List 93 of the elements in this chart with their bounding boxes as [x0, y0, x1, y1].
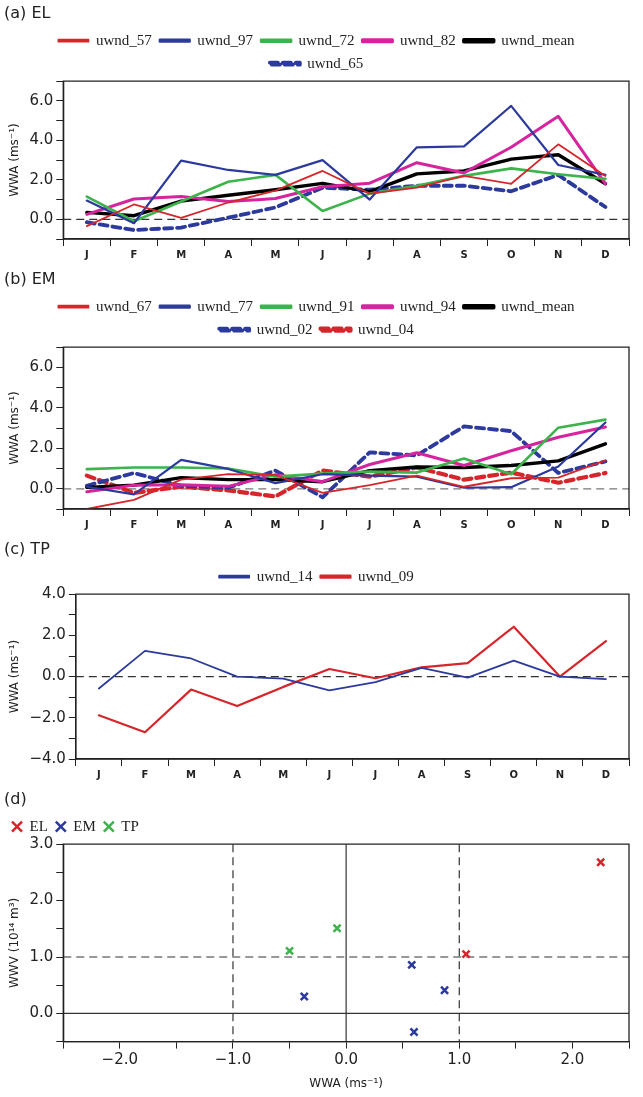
x-tick-label: D: [601, 248, 610, 260]
point: [284, 946, 295, 956]
x-tick-label: 1.0: [447, 1050, 472, 1069]
legend-label: uwnd_65: [307, 54, 364, 71]
y-tick-label: 4.0: [41, 584, 66, 603]
x-tick-label: J: [372, 768, 378, 780]
y-tick-label: 2.0: [29, 438, 54, 457]
y-tick-label: 0.0: [29, 209, 54, 228]
x-tick-label: J: [366, 248, 372, 260]
legend-label: uwnd_04: [358, 320, 415, 337]
legend-label: uwnd_82: [399, 31, 456, 48]
x-tick-label: A: [412, 518, 421, 530]
legend-label: uwnd_97: [197, 31, 254, 48]
y-tick-label: 0.0: [29, 1003, 54, 1022]
x-tick-label: J: [83, 518, 89, 530]
x-tick-label: M: [278, 768, 289, 780]
y-tick-label: −4.0: [29, 748, 66, 767]
chart-title: (c) TP: [4, 538, 51, 558]
y-tick-label: 6.0: [29, 357, 54, 376]
x-tick-label: F: [130, 248, 138, 260]
x-tick-label: J: [96, 768, 101, 780]
x-tick-label: D: [601, 768, 611, 780]
legend-label: uwnd_14: [256, 567, 313, 584]
y-tick-label: 2.0: [29, 169, 54, 188]
x-tick-label: S: [464, 768, 472, 780]
x-tick-label: J: [319, 518, 325, 530]
y-tick-label: −2.0: [29, 707, 66, 726]
point: [299, 991, 310, 1002]
point: [461, 949, 471, 959]
x-tick-label: M: [270, 518, 281, 530]
x-tick-label: −1.0: [214, 1050, 252, 1069]
x-tick-label: F: [130, 518, 138, 530]
y-tick-label: 2.0: [41, 625, 66, 644]
x-tick-label: A: [224, 518, 233, 530]
chart-title: (b) EM: [4, 268, 56, 288]
legend-label: uwnd_02: [256, 320, 313, 337]
x-tick-label: J: [319, 248, 325, 260]
x-tick-label: O: [506, 248, 516, 260]
y-tick-label: 0.0: [29, 478, 54, 497]
x-tick-label: J: [366, 518, 372, 530]
chart-title: (a) EL: [4, 2, 51, 22]
x-tick-label: S: [460, 518, 468, 530]
y-axis-title: WWA (ms⁻¹): [7, 391, 22, 465]
x-tick-label: O: [506, 518, 516, 530]
legend-label: uwnd_09: [358, 567, 414, 584]
y-tick-label: 0.0: [41, 666, 66, 685]
y-tick-label: 6.0: [29, 90, 54, 109]
legend-label: EM: [73, 817, 96, 834]
x-tick-label: M: [270, 248, 281, 260]
x-tick-label: A: [417, 768, 426, 780]
legend-label: uwnd_mean: [501, 31, 576, 48]
x-tick-label: N: [554, 518, 563, 530]
x-tick-label: D: [601, 518, 610, 530]
x-tick-label: 0.0: [334, 1050, 359, 1069]
x-tick-label: J: [326, 768, 332, 780]
legend-label: uwnd_72: [298, 31, 355, 48]
point: [409, 1027, 419, 1037]
x-axis-title: WWA (ms⁻¹): [309, 1075, 383, 1090]
legend-label: uwnd_91: [298, 297, 355, 314]
point: [332, 923, 342, 934]
x-tick-label: −2.0: [101, 1050, 139, 1069]
legend-label: uwnd_94: [399, 297, 457, 314]
y-tick-label: 4.0: [29, 130, 54, 149]
x-tick-label: A: [224, 248, 233, 260]
point: [406, 960, 417, 970]
legend-label: uwnd_77: [197, 297, 254, 314]
x-tick-label: O: [509, 768, 519, 780]
x-tick-label: M: [176, 518, 187, 530]
x-tick-label: F: [141, 768, 149, 780]
legend-label: uwnd_57: [95, 31, 153, 48]
y-tick-label: 2.0: [29, 890, 54, 909]
legend-label: EL: [29, 817, 48, 834]
y-tick-label: 3.0: [29, 834, 54, 853]
legend-label: TP: [121, 817, 139, 834]
x-tick-label: N: [554, 248, 563, 260]
chart-title: (d): [4, 788, 27, 808]
x-tick-label: M: [186, 768, 197, 780]
y-tick-label: 1.0: [29, 946, 54, 965]
y-tick-label: 4.0: [29, 397, 54, 416]
legend-label: uwnd_67: [95, 297, 153, 314]
x-tick-label: N: [555, 768, 565, 780]
y-axis-title: WWA (ms⁻¹): [7, 639, 22, 714]
x-tick-label: S: [460, 248, 468, 260]
x-tick-label: A: [412, 248, 421, 260]
legend-label: uwnd_mean: [501, 297, 576, 314]
x-tick-label: A: [233, 768, 242, 780]
point: [439, 985, 450, 996]
x-tick-label: 2.0: [560, 1050, 585, 1069]
y-axis-title: WWA (ms⁻¹): [7, 123, 22, 197]
y-axis-title: WWV (10¹⁴ m³): [7, 897, 22, 989]
point: [595, 857, 606, 868]
x-tick-label: J: [83, 248, 89, 260]
x-tick-label: M: [176, 248, 187, 260]
